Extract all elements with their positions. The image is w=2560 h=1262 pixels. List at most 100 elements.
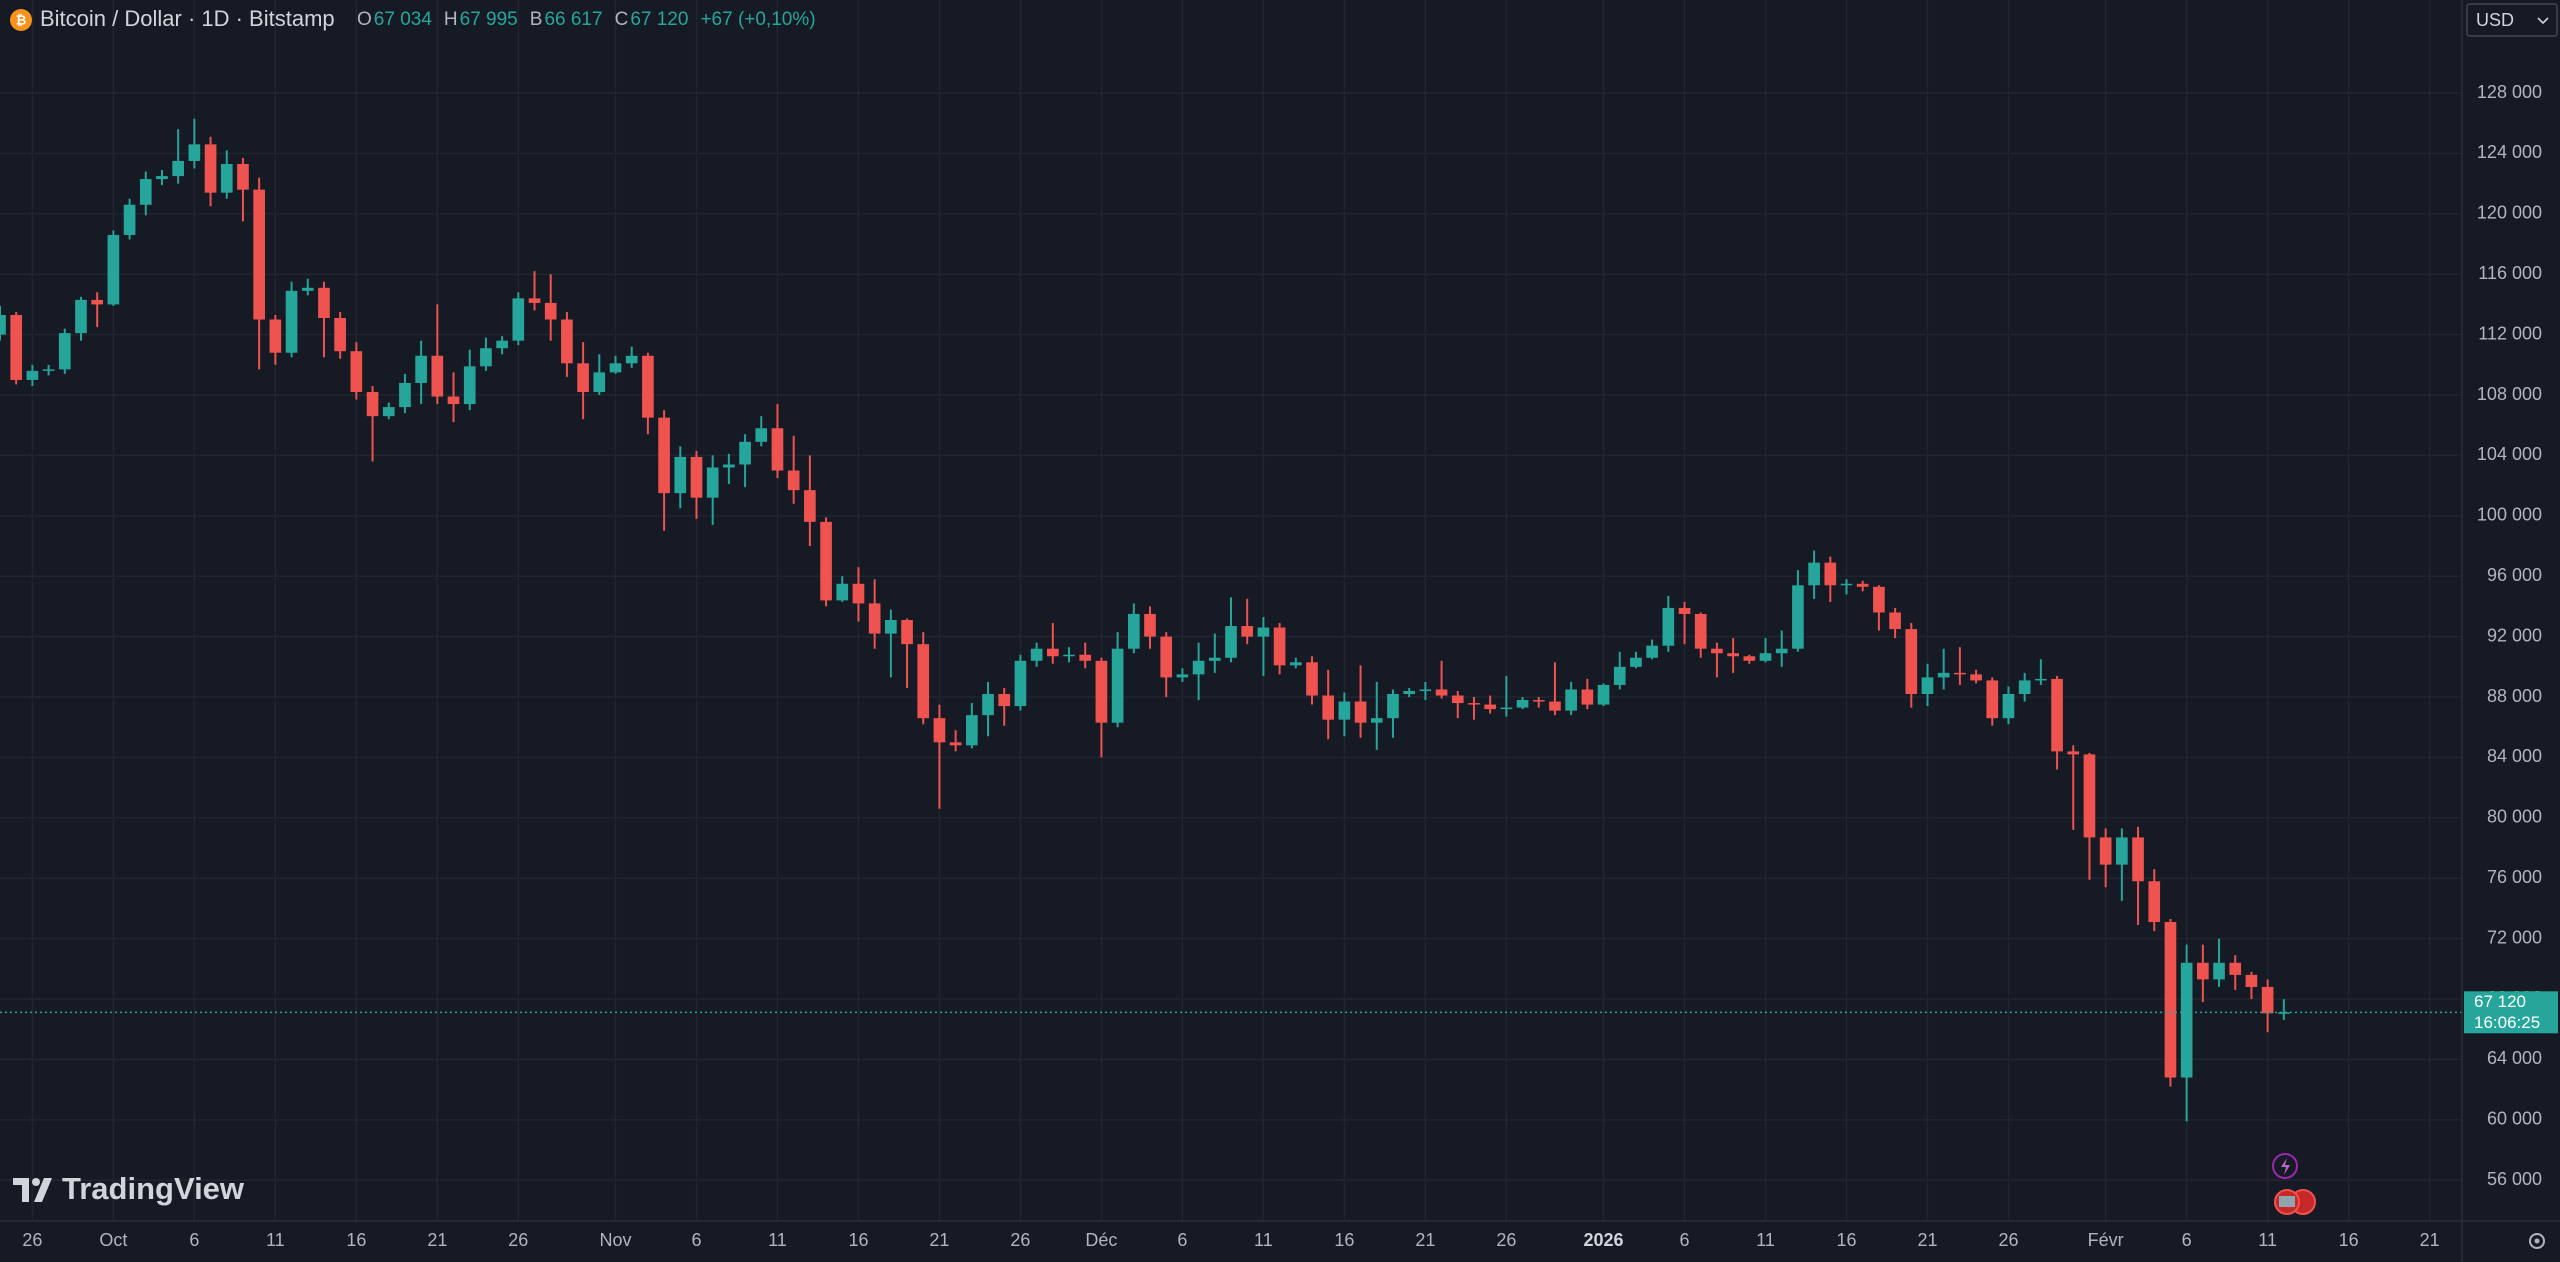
- candle-body: [269, 319, 282, 353]
- candle-body: [1241, 626, 1254, 637]
- settings-dot: [2534, 1238, 2540, 1244]
- candle-body: [1792, 585, 1804, 649]
- candle-body: [1095, 660, 1108, 723]
- candle-body: [2051, 678, 2063, 752]
- chart-title[interactable]: Bitcoin / Dollar · 1D · Bitstamp: [40, 6, 335, 31]
- candle-body: [1046, 648, 1059, 657]
- x-tick-label: Févr: [2088, 1230, 2124, 1250]
- candle-body: [755, 428, 768, 442]
- candle-body: [1856, 583, 1869, 587]
- candle-body: [642, 355, 654, 418]
- candle-body: [723, 464, 735, 468]
- logo[interactable]: TradingView: [13, 1171, 245, 1206]
- x-tick-label: 16: [848, 1230, 868, 1250]
- candle-body: [350, 351, 363, 393]
- last-price-tag: [2464, 991, 2558, 1034]
- candle-body: [771, 428, 784, 471]
- x-tick-label: 16: [346, 1230, 366, 1250]
- candle-body: [1306, 662, 1318, 696]
- candle-body: [496, 340, 508, 349]
- x-tick-label: 26: [508, 1230, 528, 1250]
- candle-body: [1727, 653, 1739, 657]
- candle-body: [1419, 689, 1432, 691]
- x-tick-label: 16: [1334, 1230, 1354, 1250]
- candle-body: [1063, 654, 1075, 657]
- x-tick-label: 6: [691, 1230, 701, 1250]
- candle-body: [1370, 718, 1383, 723]
- currency-label[interactable]: USD: [2476, 10, 2514, 30]
- candle-body: [885, 620, 897, 634]
- currency-button[interactable]: USD: [2466, 3, 2558, 37]
- candle-body: [26, 370, 39, 380]
- logo-text: TradingView: [62, 1171, 245, 1206]
- candle-body: [1387, 694, 1399, 719]
- symbol-icon[interactable]: [10, 9, 32, 31]
- candle-body: [1208, 657, 1221, 661]
- candle-body: [561, 319, 573, 364]
- candle-body: [2083, 754, 2096, 838]
- legend-key: O: [357, 9, 372, 30]
- x-tick-label: 21: [427, 1230, 447, 1250]
- candle-body: [1257, 627, 1270, 637]
- candle-body: [868, 603, 881, 634]
- candle-body: [1986, 680, 1999, 719]
- y-tick-label: 84 000: [2487, 746, 2542, 766]
- event-flag: [2279, 1196, 2295, 1207]
- x-tick-label: 11: [768, 1230, 787, 1250]
- x-tick-label: 21: [1917, 1230, 1937, 1250]
- y-tick-label: 60 000: [2487, 1109, 2542, 1129]
- candle-body: [139, 179, 152, 205]
- x-tick-label: 21: [1415, 1230, 1435, 1250]
- candle-body: [2229, 962, 2242, 975]
- y-tick-label: 116 000: [2478, 263, 2542, 283]
- candle-body: [75, 299, 87, 334]
- candle-body: [1954, 672, 1966, 675]
- candle-body: [1630, 657, 1642, 667]
- candle-body: [1014, 660, 1027, 707]
- x-tick-label: 11: [2258, 1230, 2277, 1250]
- x-tick-label: 11: [266, 1230, 285, 1250]
- candle-body: [1079, 654, 1092, 661]
- candle-body: [1273, 627, 1286, 666]
- candle-body: [480, 348, 492, 367]
- settings-button[interactable]: [2529, 1233, 2545, 1249]
- candle-body: [2035, 678, 2047, 681]
- candle-body: [334, 318, 346, 352]
- candle-body: [1937, 672, 1950, 678]
- x-tick-label: Oct: [99, 1230, 127, 1250]
- candle-body: [1678, 607, 1691, 614]
- symbol-icon-glyph: ₿: [16, 12, 27, 27]
- x-tick-label: Déc: [1085, 1230, 1117, 1250]
- candle-body: [917, 644, 930, 719]
- currency-box[interactable]: [2466, 3, 2558, 37]
- candle-body: [901, 620, 913, 645]
- candle-body: [2018, 680, 2031, 695]
- x-tick-label: 11: [1756, 1230, 1775, 1250]
- candle-body: [998, 694, 1011, 707]
- candle-body: [1775, 648, 1788, 654]
- legend-value: 67 120: [630, 9, 688, 30]
- candle-body: [577, 363, 589, 393]
- candle-body: [658, 417, 670, 494]
- x-tick-label: 6: [189, 1230, 199, 1250]
- candle-body: [1354, 701, 1367, 723]
- y-tick-label: 92 000: [2487, 625, 2542, 645]
- candle-body: [949, 742, 962, 746]
- candle-body: [1322, 695, 1335, 720]
- legend-value: 67 995: [460, 9, 518, 30]
- candle-body: [1905, 629, 1918, 695]
- candle-body: [2148, 881, 2161, 923]
- candle-body: [820, 521, 832, 601]
- x-tick-label: 26: [22, 1230, 42, 1250]
- legend-value: 67 034: [374, 9, 433, 30]
- y-tick-label: 56 000: [2487, 1169, 2542, 1189]
- candle-body: [156, 176, 168, 180]
- candle-body: [1921, 677, 1934, 695]
- candle-body: [1646, 645, 1658, 658]
- candle-body: [1451, 695, 1464, 704]
- candle-body: [1662, 607, 1675, 646]
- candle-body: [528, 298, 541, 303]
- candle-body: [1144, 613, 1156, 637]
- candle-body: [787, 470, 800, 491]
- logo-mark: [13, 1178, 29, 1202]
